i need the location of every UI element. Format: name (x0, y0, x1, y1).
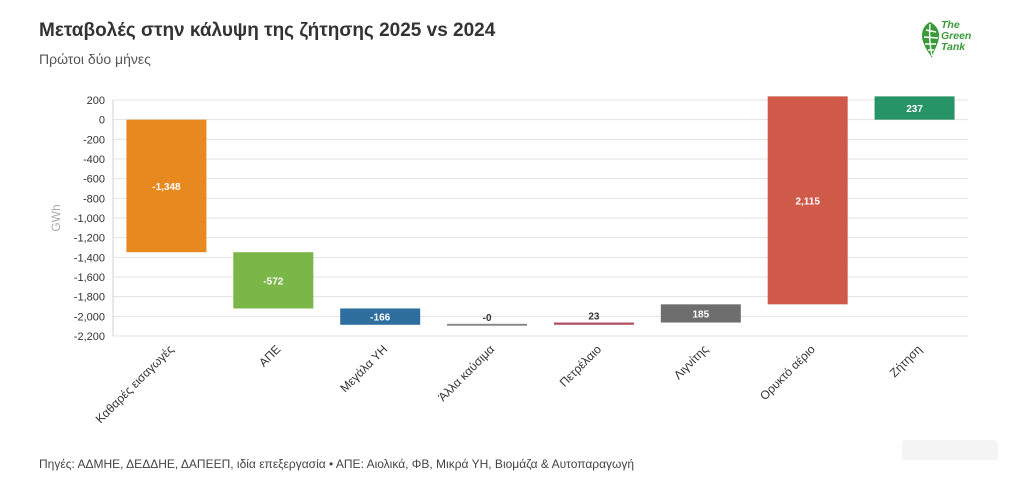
chart-subtitle: Πρώτοι δύο μήνες (39, 51, 151, 67)
data-label: 185 (692, 309, 709, 320)
y-tick-label: -1,400 (74, 252, 105, 264)
x-tick-label: Ορυκτό αέριο (757, 342, 818, 403)
data-label: -572 (263, 276, 283, 287)
x-tick-label: Λιγνίτης (671, 342, 711, 382)
watermark-logo (902, 440, 998, 460)
y-tick-label: -1,600 (74, 272, 105, 284)
data-label: 237 (906, 104, 923, 115)
y-tick-label: -2,000 (74, 311, 105, 323)
logo-line: The (941, 19, 960, 31)
source-note: Πηγές: ΑΔΜΗΕ, ΔΕΔΔΗΕ, ΔΑΠΕΕΠ, ιδία επεξε… (39, 457, 635, 471)
y-tick-label: -600 (83, 174, 105, 186)
bar (767, 96, 848, 305)
leaf-globe-icon (922, 22, 940, 58)
bar (126, 119, 207, 253)
x-axis: Καθαρές εισαγωγές ΑΠΕ Μεγάλα ΥΗ Άλλα καύσιμ… (93, 342, 925, 426)
logo-text: The Green Tank (941, 20, 971, 53)
data-label: -0 (483, 313, 492, 324)
waterfall-chart: 200 0 -200 -400 -600 -800 -1,000 -1,200 -1,400 -1… (49, 95, 968, 426)
x-tick-label: Μεγάλα ΥΗ (337, 342, 390, 395)
data-labels: -1,348 -572 -166 -0 23 185 2,115 237 (152, 104, 923, 324)
y-tick-label: -200 (83, 134, 105, 146)
bar (340, 308, 421, 325)
y-tick-label: -400 (83, 154, 105, 166)
y-axis: 200 0 -200 -400 -600 -800 -1,000 -1,200 -1,400 -1… (74, 95, 114, 343)
y-tick-label: 200 (87, 95, 105, 107)
x-tick-label: ΑΠΕ (256, 342, 283, 369)
the-green-tank-logo: The Green Tank (920, 20, 990, 64)
bar (553, 322, 634, 325)
bar (447, 323, 528, 326)
x-tick-label: Ζήτηση (887, 342, 925, 380)
bar (660, 304, 741, 323)
logo-line: Tank (941, 41, 966, 53)
x-tick-label: Πετρέλαιο (557, 342, 605, 390)
y-tick-label: 0 (99, 115, 105, 127)
y-tick-label: -1,200 (74, 233, 105, 245)
y-tick-label: -2,200 (74, 331, 105, 343)
data-label: 2,115 (795, 196, 820, 207)
bar (233, 252, 314, 309)
bars (126, 96, 955, 326)
y-tick-label: -1,800 (74, 292, 105, 304)
y-axis-label: GWh (49, 204, 63, 231)
data-label: 23 (588, 312, 600, 323)
logo-line: Green (941, 30, 972, 42)
y-tick-label: -1,000 (74, 213, 105, 225)
y-tick-label: -800 (83, 193, 105, 205)
bar (874, 96, 955, 120)
data-label: -1,348 (152, 182, 181, 193)
x-tick-label: Άλλα καύσιμα (435, 342, 497, 404)
chart-title: Μεταβολές στην κάλυψη της ζήτησης 2025 v… (39, 20, 496, 41)
data-label: -166 (370, 313, 390, 324)
x-tick-label: Καθαρές εισαγωγές (93, 342, 177, 426)
